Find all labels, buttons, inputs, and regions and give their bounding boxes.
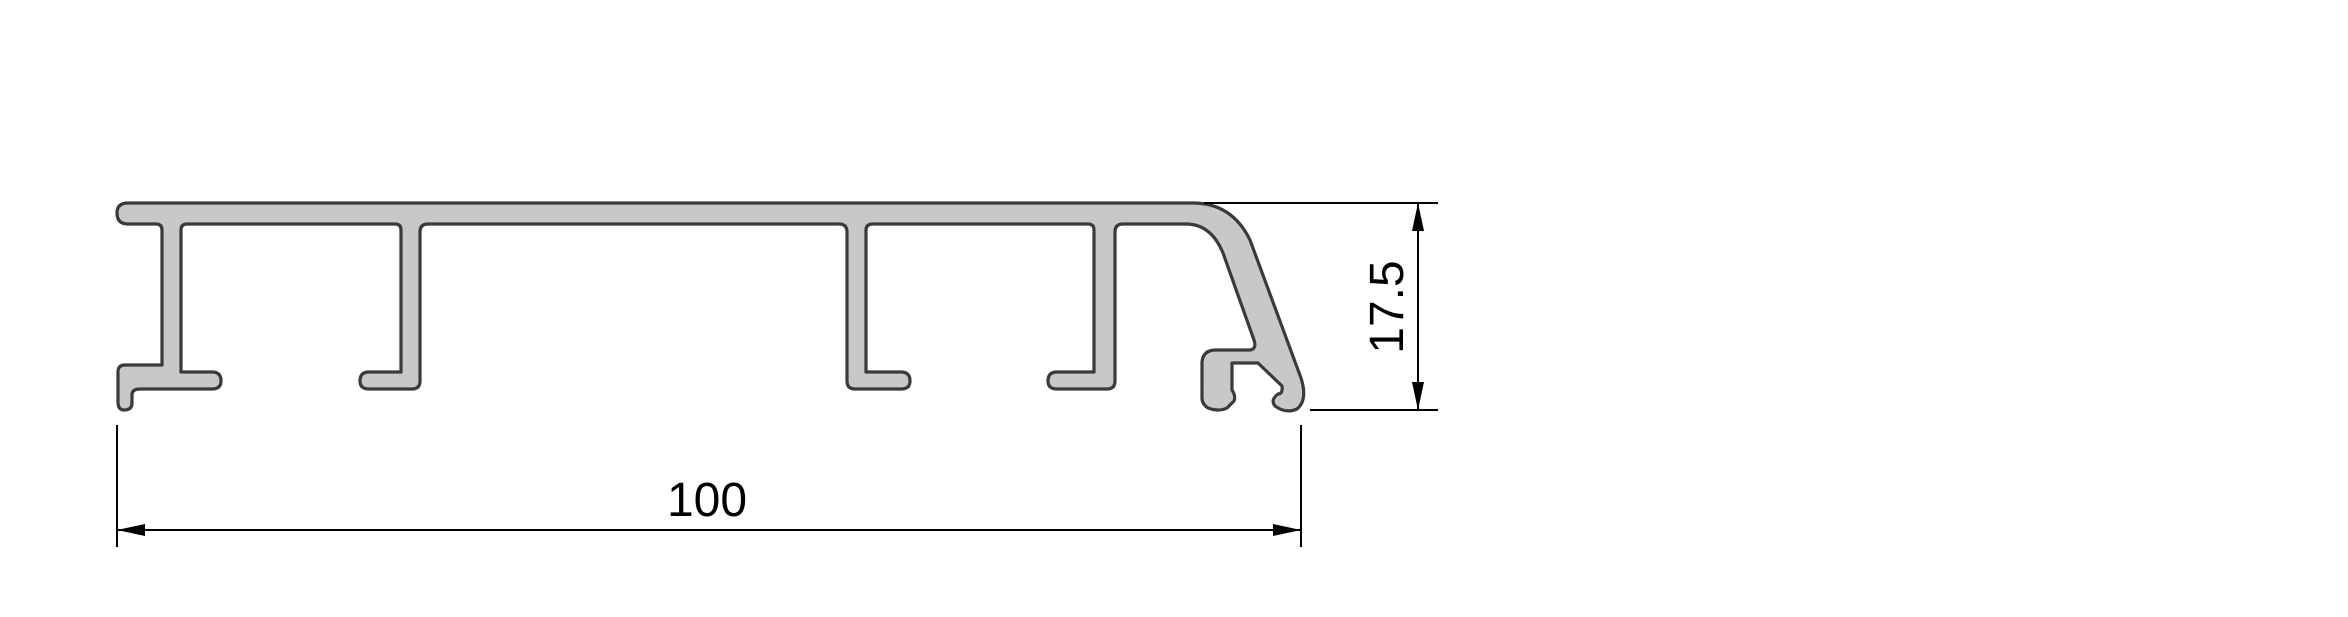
width-arrow-right [1273,524,1301,536]
profile-cross-section [115,201,1306,413]
height-arrow-bottom [1412,382,1424,410]
height-arrow-top [1412,203,1424,231]
height-dimension-label: 17.5 [1361,260,1414,353]
width-arrow-left [117,524,145,536]
width-dimension-label: 100 [667,474,747,527]
